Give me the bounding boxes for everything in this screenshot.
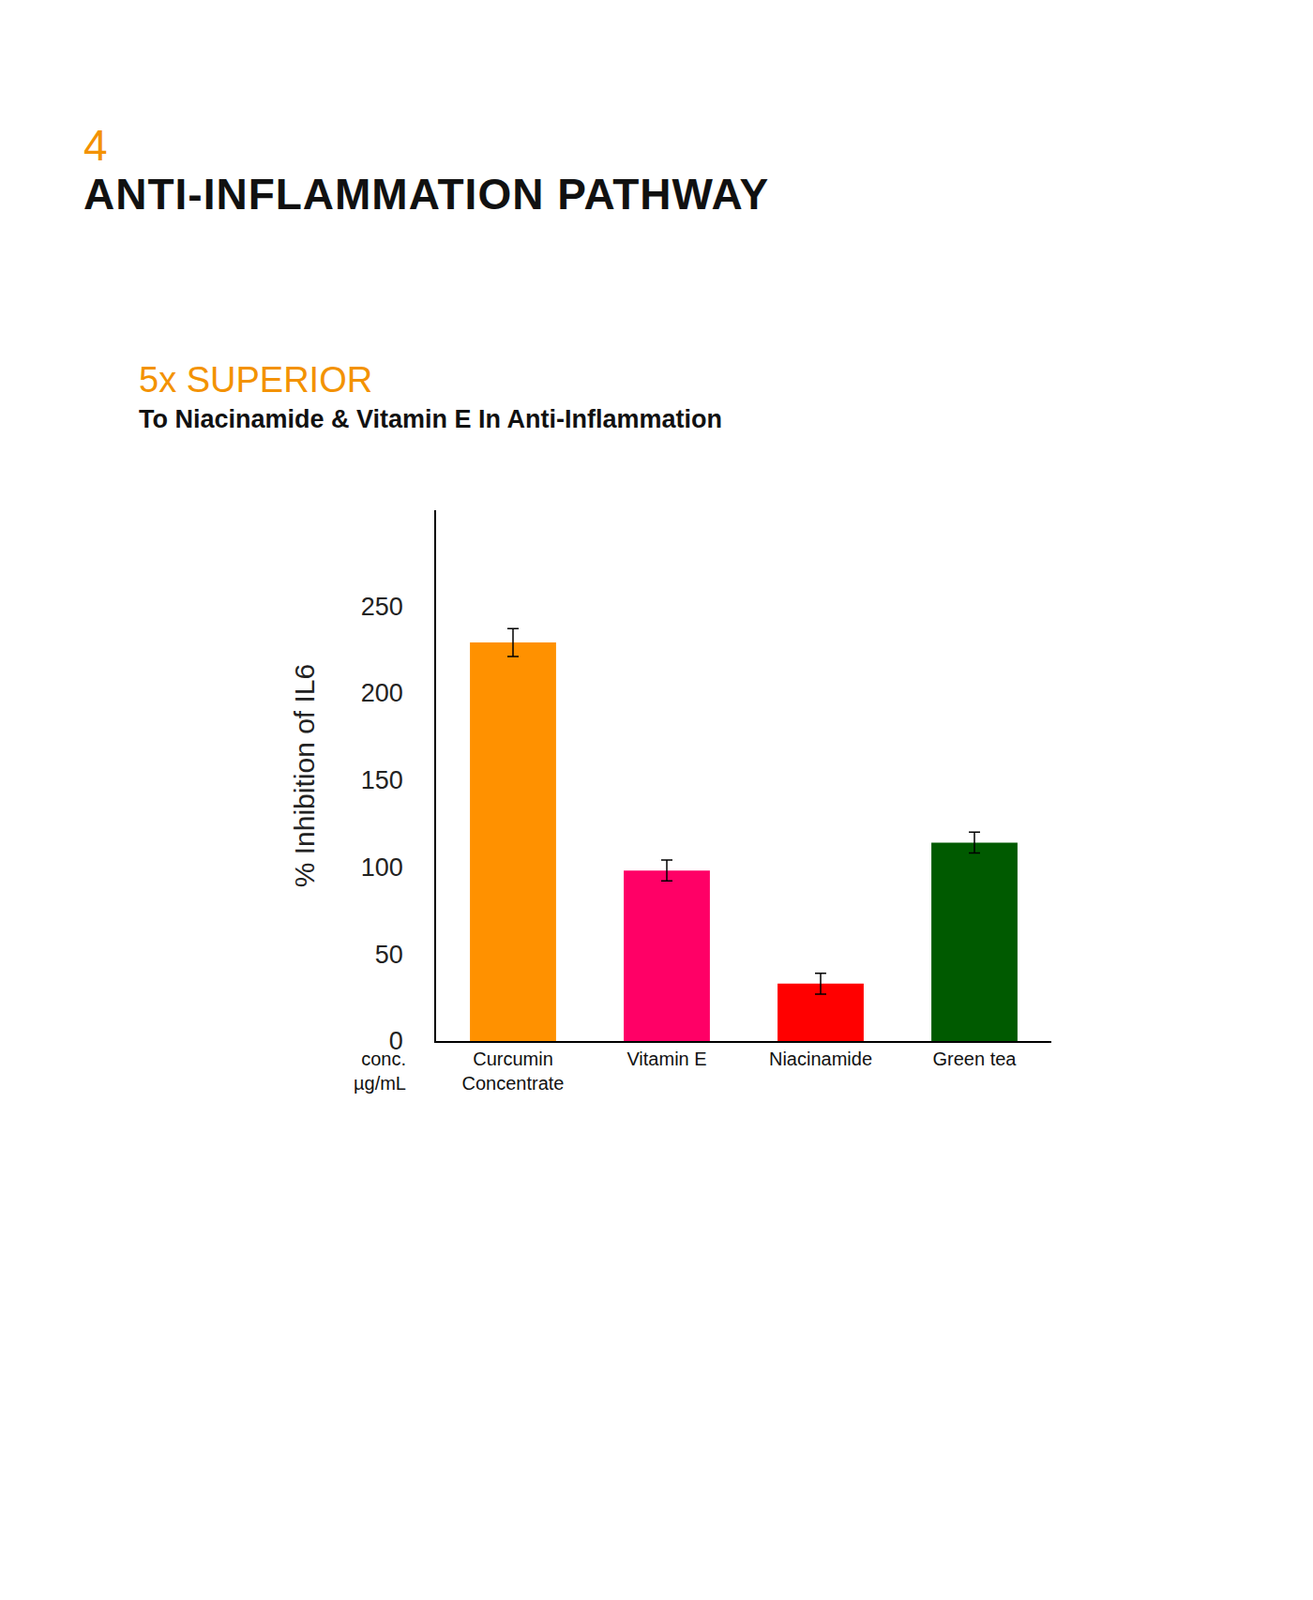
svg-text:100: 100 (361, 853, 404, 882)
svg-text:50: 50 (375, 940, 404, 969)
html-text:5x SUPERIOR: 5x SUPERIOR (138, 360, 373, 400)
html-text:To Niacinamide & Vitamin E In: To Niacinamide & Vitamin E In Anti-Infla… (138, 405, 723, 434)
svg-text:CurcuminConcentrate: CurcuminConcentrate (462, 1048, 565, 1094)
html-text:ANTI-INFLAMMATION PATHWAY: ANTI-INFLAMMATION PATHWAY (83, 169, 770, 219)
svg-text:Niacinamide: Niacinamide (769, 1048, 873, 1070)
svg-text:0: 0 (389, 1026, 404, 1056)
svg-text:Green tea: Green tea (933, 1048, 1018, 1070)
svg-text:% Inhibition of IL6: % Inhibition of IL6 (288, 664, 320, 889)
svg-text:150: 150 (361, 766, 404, 795)
svg-text:250: 250 (361, 592, 404, 621)
svg-text:200: 200 (361, 679, 404, 708)
html-text:4: 4 (83, 120, 108, 170)
svg-text:Vitamin E: Vitamin E (626, 1048, 707, 1070)
svg-text:conc.µg/mL: conc.µg/mL (353, 1048, 407, 1094)
